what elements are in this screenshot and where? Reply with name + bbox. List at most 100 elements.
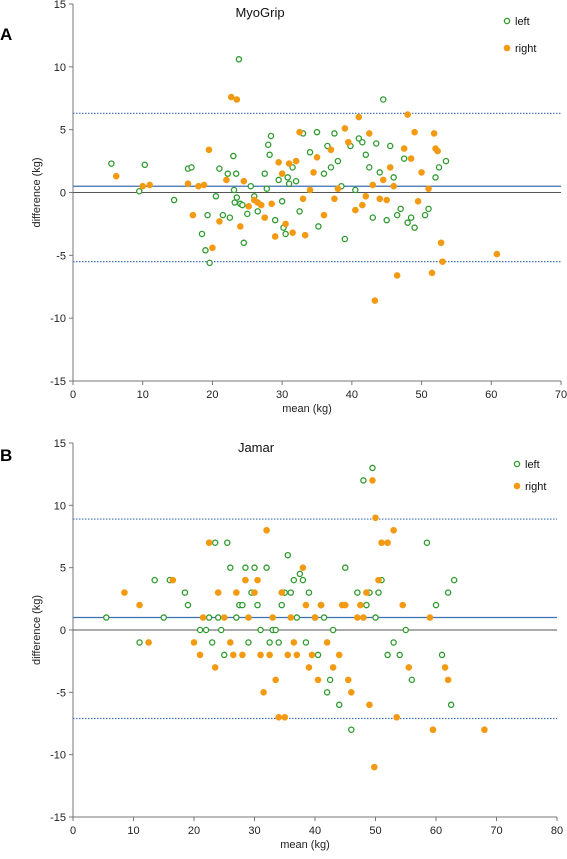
- panel-a-point-right: [271, 233, 279, 240]
- panel-a-point-right: [365, 130, 373, 137]
- panel-b-y-axis-label: difference (kg): [31, 595, 43, 665]
- panel-a-point-left: [108, 160, 115, 167]
- panel-b-point-right: [269, 614, 276, 621]
- panel-a-point-left: [306, 149, 314, 156]
- panel-a-point-left: [296, 208, 303, 215]
- panel-b-point-right: [190, 639, 198, 646]
- panel-a-point-right: [146, 181, 153, 189]
- panel-b-point-right: [211, 664, 219, 671]
- panel-a-point-left: [278, 198, 286, 205]
- panel-a-point-left: [226, 214, 234, 221]
- panel-a-point-left: [261, 170, 268, 177]
- panel-b-point-left: [369, 464, 376, 472]
- panel-a-point-left: [170, 196, 178, 204]
- panel-a-x-tick-label: 40: [346, 389, 358, 401]
- panel-b-point-right: [251, 589, 258, 596]
- panel-b-point-left: [272, 626, 279, 634]
- panel-a-point-right: [369, 181, 377, 189]
- panel-a-point-left: [188, 164, 195, 171]
- panel-a-point-left: [219, 211, 227, 219]
- panel-b-point-right: [426, 614, 434, 621]
- panel-a-point-right: [345, 138, 352, 146]
- panel-a-point-left: [239, 201, 246, 209]
- panel-b-point-right: [199, 614, 207, 621]
- panel-b-point-left: [423, 539, 431, 546]
- panel-b-point-right: [393, 713, 400, 721]
- panel-b-point-right: [266, 651, 273, 659]
- panel-a-point-right: [428, 269, 436, 277]
- panel-b-point-left: [438, 651, 446, 659]
- panel-a-x-tick-label: 0: [70, 389, 76, 401]
- panel-a-point-left: [267, 132, 275, 140]
- panel-b-point-left: [296, 570, 304, 578]
- panel-b-point-left: [450, 576, 458, 584]
- panel-a-point-left: [362, 151, 370, 159]
- panel-b-point-left: [293, 614, 301, 621]
- panel-a-point-left: [341, 235, 349, 243]
- panel-a-point-left: [212, 193, 220, 200]
- panel-a-point-right: [352, 206, 359, 214]
- panel-b-point-left: [447, 701, 455, 709]
- panel-a-point-right: [268, 200, 275, 208]
- panel-a-y-tick-label: 10: [54, 62, 66, 74]
- panel-b-point-left: [224, 539, 231, 546]
- panel-b-point-left: [151, 576, 158, 584]
- panel-b-x-axis-label: mean (kg): [280, 839, 330, 851]
- panel-b-y-tick-label: 5: [60, 563, 66, 575]
- panel-b-legend-marker-right: [513, 482, 521, 490]
- panel-b-y-tick-label: -15: [50, 812, 66, 824]
- panel-a-point-left: [202, 247, 209, 254]
- panel-b-x-tick-label: 70: [490, 825, 502, 837]
- panel-a-point-right: [112, 172, 120, 180]
- panel-b-point-right: [317, 601, 325, 609]
- panel-a-point-right: [418, 169, 425, 176]
- panel-b-point-right: [481, 726, 488, 734]
- panel-b-y-tick-label: 15: [54, 438, 66, 450]
- panel-a-point-right: [205, 146, 213, 154]
- panel-a-point-left: [386, 142, 394, 150]
- panel-b-point-left: [408, 676, 416, 684]
- panel-a-y-tick-label: 0: [60, 188, 66, 200]
- panel-a-point-right: [227, 93, 235, 101]
- panel-a-point-left: [285, 180, 293, 187]
- panel-b-point-left: [384, 651, 391, 659]
- panel-a-point-right: [386, 164, 394, 171]
- panel-b-point-left: [254, 601, 261, 609]
- panel-a-point-left: [244, 210, 251, 218]
- panel-b-point-right: [354, 614, 361, 621]
- panel-a-point-left: [232, 170, 240, 177]
- panel-b-point-left: [227, 564, 234, 571]
- panel-b-point-right: [293, 651, 301, 659]
- panel-a-point-left: [315, 223, 322, 230]
- panel-b-point-right: [239, 651, 246, 659]
- panel-b-x-tick-label: 80: [551, 825, 563, 837]
- panel-a-point-right: [233, 96, 241, 103]
- panel-b-point-right: [254, 576, 261, 584]
- panel-a-point-right: [411, 128, 418, 136]
- panel-b-point-left: [444, 589, 452, 596]
- panel-b-point-right: [121, 589, 128, 596]
- panel-b-point-left: [402, 626, 409, 634]
- panel-a-point-right: [261, 214, 269, 221]
- panel-b-point-right: [214, 589, 222, 596]
- panel-b-point-right: [344, 676, 352, 684]
- panel-b-x-tick-label: 60: [430, 825, 442, 837]
- panel-b-point-right: [275, 713, 283, 721]
- panel-a-point-right: [189, 211, 197, 219]
- panel-b-point-right: [347, 689, 355, 696]
- panel-a-point-left: [235, 56, 243, 63]
- panel-b-point-left: [302, 639, 310, 646]
- panel-a-point-left: [198, 230, 206, 238]
- panel-b-point-left: [217, 626, 225, 634]
- panel-b-point-left: [299, 576, 307, 584]
- panel-b-point-left: [196, 626, 204, 634]
- panel-b-legend-marker-left: [513, 460, 521, 468]
- panel-b-point-right: [444, 676, 452, 684]
- panel-b-point-left: [284, 551, 292, 559]
- panel-b-point-right: [169, 576, 177, 584]
- panel-b-point-right: [390, 526, 397, 534]
- panel-a-point-right: [355, 113, 363, 121]
- panel-a-point-left: [435, 164, 443, 171]
- panel-b-point-right: [299, 564, 307, 571]
